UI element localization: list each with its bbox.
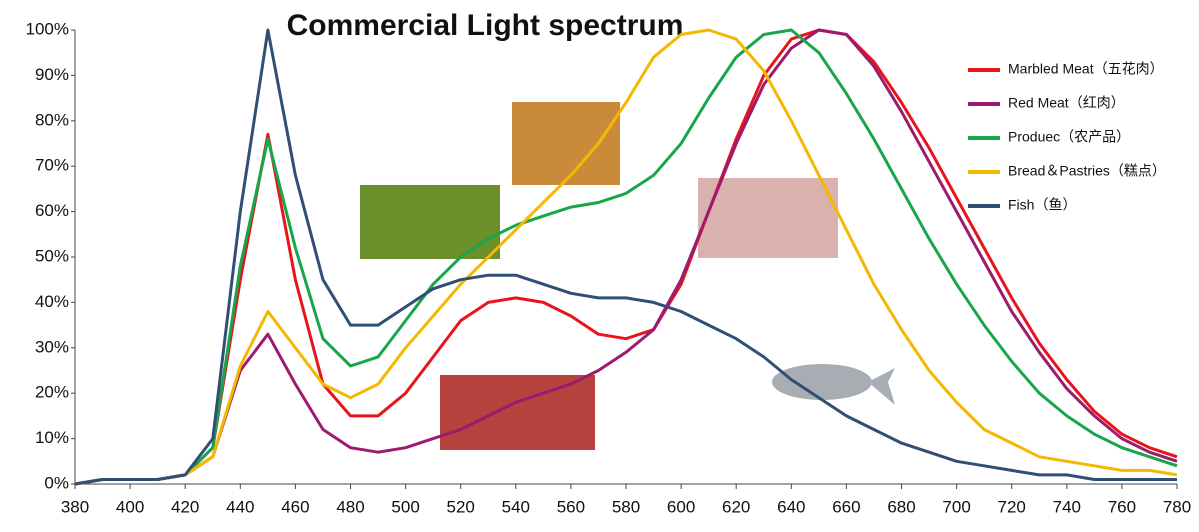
x-tick-label: 500 bbox=[391, 497, 419, 516]
legend-label: Fish（鱼） bbox=[1008, 197, 1076, 213]
x-tick-label: 480 bbox=[336, 497, 364, 516]
decorations bbox=[360, 102, 895, 450]
x-tick-label: 560 bbox=[557, 497, 585, 516]
marbled-meat-photo bbox=[698, 178, 838, 258]
x-tick-label: 580 bbox=[612, 497, 640, 516]
y-tick-label: 70% bbox=[35, 156, 69, 175]
legend-label: Produec（农产品） bbox=[1008, 129, 1130, 145]
x-tick-label: 720 bbox=[998, 497, 1026, 516]
x-tick-label: 380 bbox=[61, 497, 89, 516]
x-tick-label: 780 bbox=[1163, 497, 1191, 516]
x-tick-label: 660 bbox=[832, 497, 860, 516]
legend-label: Red Meat（红肉） bbox=[1008, 95, 1125, 111]
x-tick-label: 640 bbox=[777, 497, 805, 516]
y-tick-label: 100% bbox=[26, 19, 69, 38]
bread-photo bbox=[512, 102, 620, 185]
y-tick-label: 90% bbox=[35, 65, 69, 84]
y-tick-label: 60% bbox=[35, 201, 69, 220]
legend-label: Marbled Meat（五花肉） bbox=[1008, 61, 1164, 77]
x-tick-label: 520 bbox=[447, 497, 475, 516]
x-tick-label: 540 bbox=[502, 497, 530, 516]
x-tick-label: 760 bbox=[1108, 497, 1136, 516]
y-tick-label: 10% bbox=[35, 428, 69, 447]
y-tick-label: 20% bbox=[35, 383, 69, 402]
x-tick-label: 440 bbox=[226, 497, 254, 516]
y-tick-label: 40% bbox=[35, 292, 69, 311]
x-tick-label: 620 bbox=[722, 497, 750, 516]
x-tick-label: 420 bbox=[171, 497, 199, 516]
x-tick-label: 680 bbox=[887, 497, 915, 516]
series-line bbox=[74, 28, 1178, 486]
x-tick-label: 400 bbox=[116, 497, 144, 516]
red-meat-photo bbox=[440, 375, 595, 450]
series-line bbox=[74, 28, 1178, 486]
x-tick-label: 700 bbox=[942, 497, 970, 516]
series-line bbox=[74, 28, 1177, 486]
legend-label: Bread＆Pastries（糕点） bbox=[1008, 163, 1166, 179]
y-tick-label: 80% bbox=[35, 110, 69, 129]
series-line bbox=[74, 28, 1178, 486]
fish-tail bbox=[868, 368, 895, 405]
fish-photo bbox=[772, 364, 872, 400]
x-tick-label: 460 bbox=[281, 497, 309, 516]
y-tick-label: 0% bbox=[44, 473, 69, 492]
y-tick-label: 30% bbox=[35, 337, 69, 356]
chart-title: Commercial Light spectrum bbox=[287, 9, 684, 42]
produce-photo bbox=[360, 185, 500, 259]
y-tick-label: 50% bbox=[35, 246, 69, 265]
x-tick-label: 740 bbox=[1053, 497, 1081, 516]
x-tick-label: 600 bbox=[667, 497, 695, 516]
